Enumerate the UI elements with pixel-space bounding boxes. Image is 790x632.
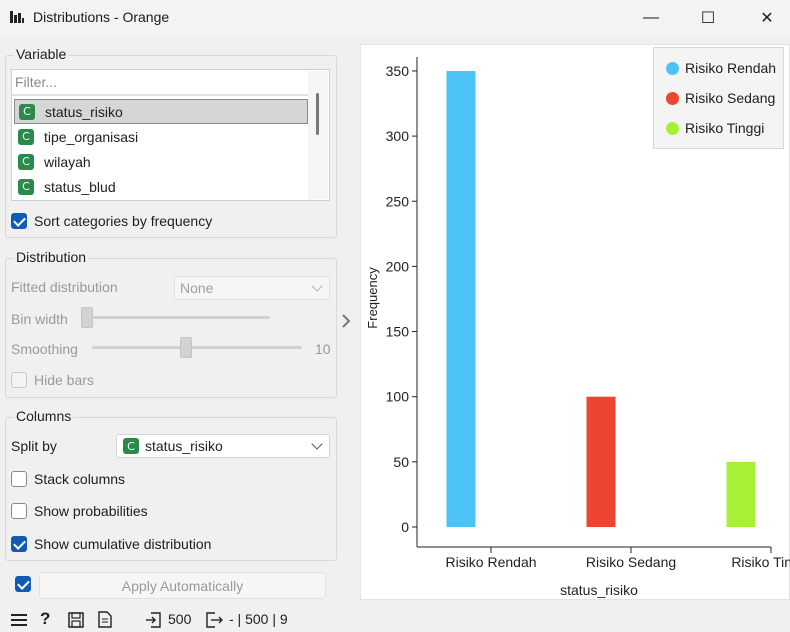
x-tick-label: Risiko Tinggi xyxy=(731,554,790,570)
chevron-right-icon[interactable] xyxy=(340,312,352,330)
list-item-label: status_risiko xyxy=(45,103,123,120)
split-by-value: status_risiko xyxy=(145,438,223,454)
variable-list[interactable]: C status_risiko C tipe_organisasi C wila… xyxy=(11,69,330,201)
menu-icon[interactable] xyxy=(11,613,27,627)
split-by-label: Split by xyxy=(11,438,57,454)
y-axis-label: Frequency xyxy=(365,267,380,329)
variable-group-title: Variable xyxy=(14,46,69,62)
cumulative-distribution-label: Show cumulative distribution xyxy=(34,536,212,552)
list-item-label: wilayah xyxy=(44,153,91,170)
show-probabilities-label: Show probabilities xyxy=(34,503,148,519)
stack-columns-checkbox[interactable] xyxy=(11,471,27,487)
apply-button[interactable]: Apply Automatically xyxy=(39,572,326,599)
apply-automatically-checkbox[interactable] xyxy=(15,576,31,592)
legend-item: Risiko Rendah xyxy=(666,57,776,79)
bin-width-track xyxy=(82,316,270,319)
close-button[interactable]: ✕ xyxy=(742,0,790,36)
categorical-icon: C xyxy=(123,438,139,454)
y-tick-label: 350 xyxy=(386,63,410,79)
distribution-group xyxy=(5,258,337,398)
legend-swatch xyxy=(666,61,679,75)
categorical-icon: C xyxy=(19,103,35,120)
hide-bars-checkbox[interactable] xyxy=(11,372,27,388)
y-tick-label: 50 xyxy=(393,454,409,470)
minimize-button[interactable]: — xyxy=(626,0,676,36)
close-icon: ✕ xyxy=(760,10,774,27)
list-item[interactable]: C wilayah xyxy=(14,149,308,174)
legend-swatch xyxy=(666,91,679,105)
help-icon[interactable]: ? xyxy=(40,609,51,628)
cumulative-distribution-checkbox[interactable] xyxy=(11,536,27,552)
legend-item: Risiko Tinggi xyxy=(666,117,764,139)
list-scrollbar[interactable] xyxy=(308,71,328,199)
sort-by-frequency-label: Sort categories by frequency xyxy=(34,213,213,229)
minimize-icon: — xyxy=(643,9,659,26)
y-tick-label: 300 xyxy=(386,128,410,144)
legend-label: Risiko Sedang xyxy=(685,90,776,106)
x-tick-label: Risiko Sedang xyxy=(586,554,676,570)
status-bar: ? 500 - | 500 | 9 xyxy=(0,606,790,632)
smoothing-label: Smoothing xyxy=(11,341,78,357)
distribution-group-title: Distribution xyxy=(14,249,89,265)
input-icon xyxy=(146,612,161,628)
categorical-icon: C xyxy=(18,178,34,195)
legend-item: Risiko Sedang xyxy=(666,87,775,109)
bin-width-slider[interactable] xyxy=(81,307,93,328)
list-item-label: status_blud xyxy=(44,178,116,195)
bar-chart-icon xyxy=(10,11,24,23)
y-tick-label: 150 xyxy=(386,324,410,340)
legend-label: Risiko Tinggi xyxy=(685,120,765,136)
categorical-icon: C xyxy=(18,128,34,145)
bar-risiko-tinggi xyxy=(726,461,756,527)
list-item[interactable]: C status_blud xyxy=(14,174,308,199)
report-icon[interactable] xyxy=(98,611,112,628)
stack-columns-label: Stack columns xyxy=(34,471,126,487)
maximize-button[interactable]: ☐ xyxy=(683,0,733,36)
distribution-chart: 0 50 100 150 200 250 300 350 Risiko Rendah Risiko… xyxy=(365,57,790,598)
window-title: Distributions - Orange xyxy=(33,9,170,25)
y-tick-label: 0 xyxy=(401,519,409,535)
chart-legend: Risiko Rendah Risiko Sedang Risiko Tingg… xyxy=(653,47,784,149)
list-item-label: tipe_organisasi xyxy=(44,128,139,145)
y-tick-label: 200 xyxy=(386,258,410,274)
hide-bars-label: Hide bars xyxy=(34,372,94,388)
columns-group-title: Columns xyxy=(14,408,74,424)
categorical-icon: C xyxy=(18,153,34,170)
smoothing-value: 10 xyxy=(315,341,331,357)
smoothing-track xyxy=(92,346,302,349)
chevron-down-icon xyxy=(311,438,323,450)
x-axis-label: status_risiko xyxy=(560,582,638,598)
output-icon xyxy=(206,612,223,628)
columns-group xyxy=(5,417,337,561)
y-tick-label: 250 xyxy=(386,193,410,209)
list-item[interactable]: C status_risiko xyxy=(14,99,308,124)
legend-swatch xyxy=(666,121,679,135)
y-tick-label: 100 xyxy=(386,389,410,405)
title-bar: Distributions - Orange — ☐ ✕ xyxy=(0,0,790,36)
scrollbar-thumb[interactable] xyxy=(316,93,319,135)
x-tick-label: Risiko Rendah xyxy=(445,554,536,570)
legend-label: Risiko Rendah xyxy=(685,60,777,76)
filter-input[interactable] xyxy=(12,70,308,96)
list-item[interactable]: C tipe_organisasi xyxy=(14,124,308,149)
input-count: 500 xyxy=(168,611,192,627)
fitted-distribution-label: Fitted distribution xyxy=(11,279,118,295)
smoothing-slider[interactable] xyxy=(180,337,192,358)
variable-group xyxy=(5,55,337,238)
maximize-icon: ☐ xyxy=(700,10,716,27)
chevron-down-icon xyxy=(311,280,323,292)
fitted-distribution-value: None xyxy=(180,280,214,296)
save-icon[interactable] xyxy=(68,612,84,628)
output-summary: - | 500 | 9 xyxy=(229,611,288,627)
fitted-distribution-select[interactable]: None xyxy=(174,276,330,300)
sort-by-frequency-checkbox[interactable] xyxy=(11,213,27,229)
bar-risiko-rendah xyxy=(446,70,476,528)
bar-risiko-sedang xyxy=(586,396,616,527)
bin-width-label: Bin width xyxy=(11,311,68,327)
split-by-select[interactable]: C status_risiko xyxy=(116,434,330,458)
show-probabilities-checkbox[interactable] xyxy=(11,503,27,519)
